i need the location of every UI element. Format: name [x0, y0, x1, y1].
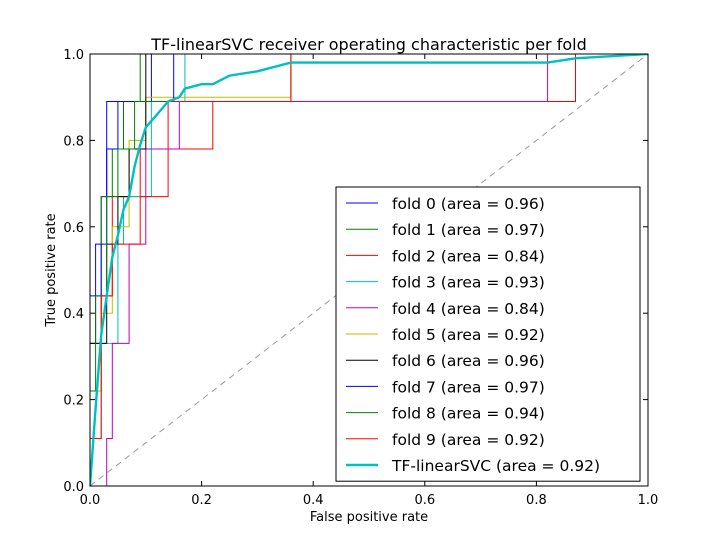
- legend-label-4: fold 4 (area = 0.84): [392, 300, 545, 318]
- x-tick-label-0: 0.0: [80, 493, 101, 508]
- legend-label-0: fold 0 (area = 0.96): [392, 195, 545, 213]
- legend-label-9: fold 9 (area = 0.92): [392, 431, 545, 449]
- legend: fold 0 (area = 0.96) fold 1 (area = 0.97)…: [335, 186, 641, 482]
- y-tick-label-3: 0.6: [63, 221, 84, 236]
- legend-label-5: fold 5 (area = 0.92): [392, 326, 545, 344]
- series-line-9: [90, 54, 648, 486]
- x-tick-label-4: 0.8: [526, 493, 547, 508]
- legend-label-8: fold 8 (area = 0.94): [392, 405, 545, 423]
- y-tick-label-2: 0.4: [63, 307, 84, 322]
- y-axis-label: True positive rate: [44, 213, 59, 327]
- x-tick-label-3: 0.6: [414, 493, 435, 508]
- plot-area: 0.0 0.2 0.4 0.6 0.8 1.0 0.0 0.2 0.4 0.6 0.8 1.0: [63, 48, 658, 508]
- x-tick-label-5: 1.0: [638, 493, 659, 508]
- y-tick-label-5: 1.0: [63, 48, 84, 63]
- legend-label-2: fold 2 (area = 0.84): [392, 247, 545, 265]
- series-line-10: [90, 54, 648, 486]
- x-tick-label-2: 0.4: [303, 493, 324, 508]
- legend-label-10: TF-linearSVC (area = 0.92): [391, 457, 600, 475]
- x-tick-label-1: 0.2: [191, 493, 212, 508]
- y-tick-label-1: 0.2: [63, 394, 84, 409]
- x-axis-label: False positive rate: [310, 510, 428, 525]
- legend-label-6: fold 6 (area = 0.96): [392, 352, 545, 370]
- legend-label-1: fold 1 (area = 0.97): [392, 221, 545, 239]
- y-tick-label-4: 0.8: [63, 134, 84, 149]
- legend-label-7: fold 7 (area = 0.97): [392, 378, 545, 396]
- chart-title: TF-linearSVC receiver operating characte…: [150, 35, 586, 54]
- axes-frame: [89, 53, 649, 487]
- legend-frame: [335, 186, 641, 482]
- legend-label-3: fold 3 (area = 0.93): [392, 274, 545, 292]
- y-tick-label-0: 0.0: [63, 480, 84, 495]
